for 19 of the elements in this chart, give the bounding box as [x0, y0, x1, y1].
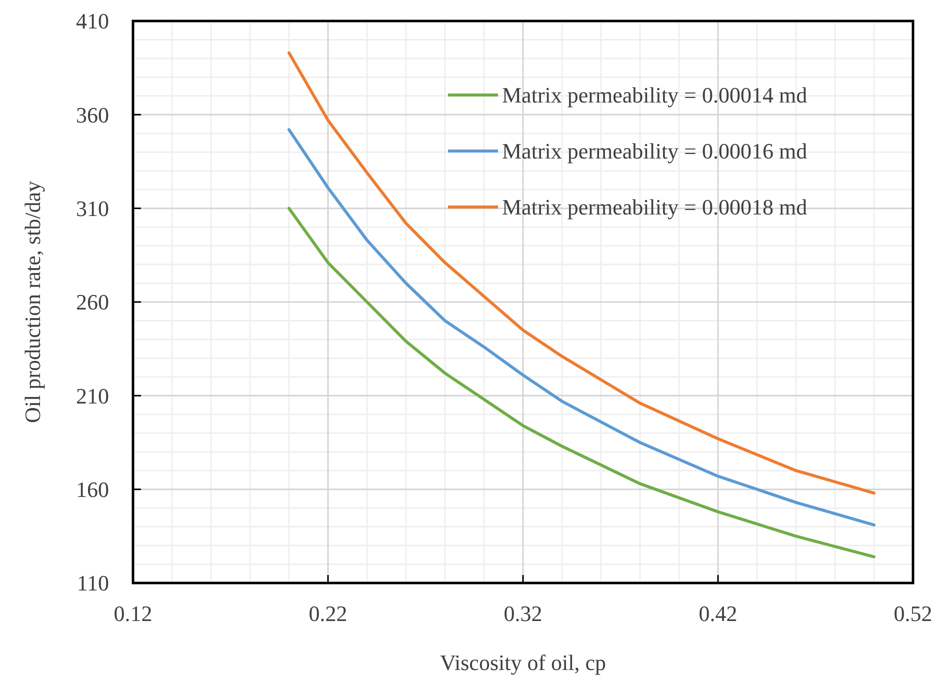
y-tick-label: 160 — [76, 477, 109, 502]
x-axis-title: Viscosity of oil, cp — [440, 650, 606, 675]
y-tick-label: 360 — [76, 102, 109, 128]
line-series — [288, 128, 876, 526]
x-tick-label: 0.22 — [308, 601, 348, 626]
y-tick-label: 110 — [76, 570, 109, 596]
legend-label: Matrix permeability = 0.00018 md — [502, 194, 808, 220]
y-axis-title: Oil production rate, stb/day — [20, 181, 45, 423]
x-tick-label: 0.32 — [504, 601, 542, 626]
x-tick-label: 0.12 — [114, 601, 152, 626]
legend-label: Matrix permeability = 0.00016 md — [502, 138, 808, 164]
y-tick-label: 410 — [76, 8, 109, 34]
line-series — [288, 51, 876, 495]
y-tick-label: 260 — [76, 290, 109, 315]
legend-label: Matrix permeability = 0.00014 md — [502, 82, 808, 108]
x-tick-label: 0.42 — [698, 601, 738, 626]
x-tick-label: 0.52 — [894, 601, 932, 626]
y-tick-label: 310 — [76, 196, 109, 222]
y-tick-label: 210 — [76, 383, 109, 408]
